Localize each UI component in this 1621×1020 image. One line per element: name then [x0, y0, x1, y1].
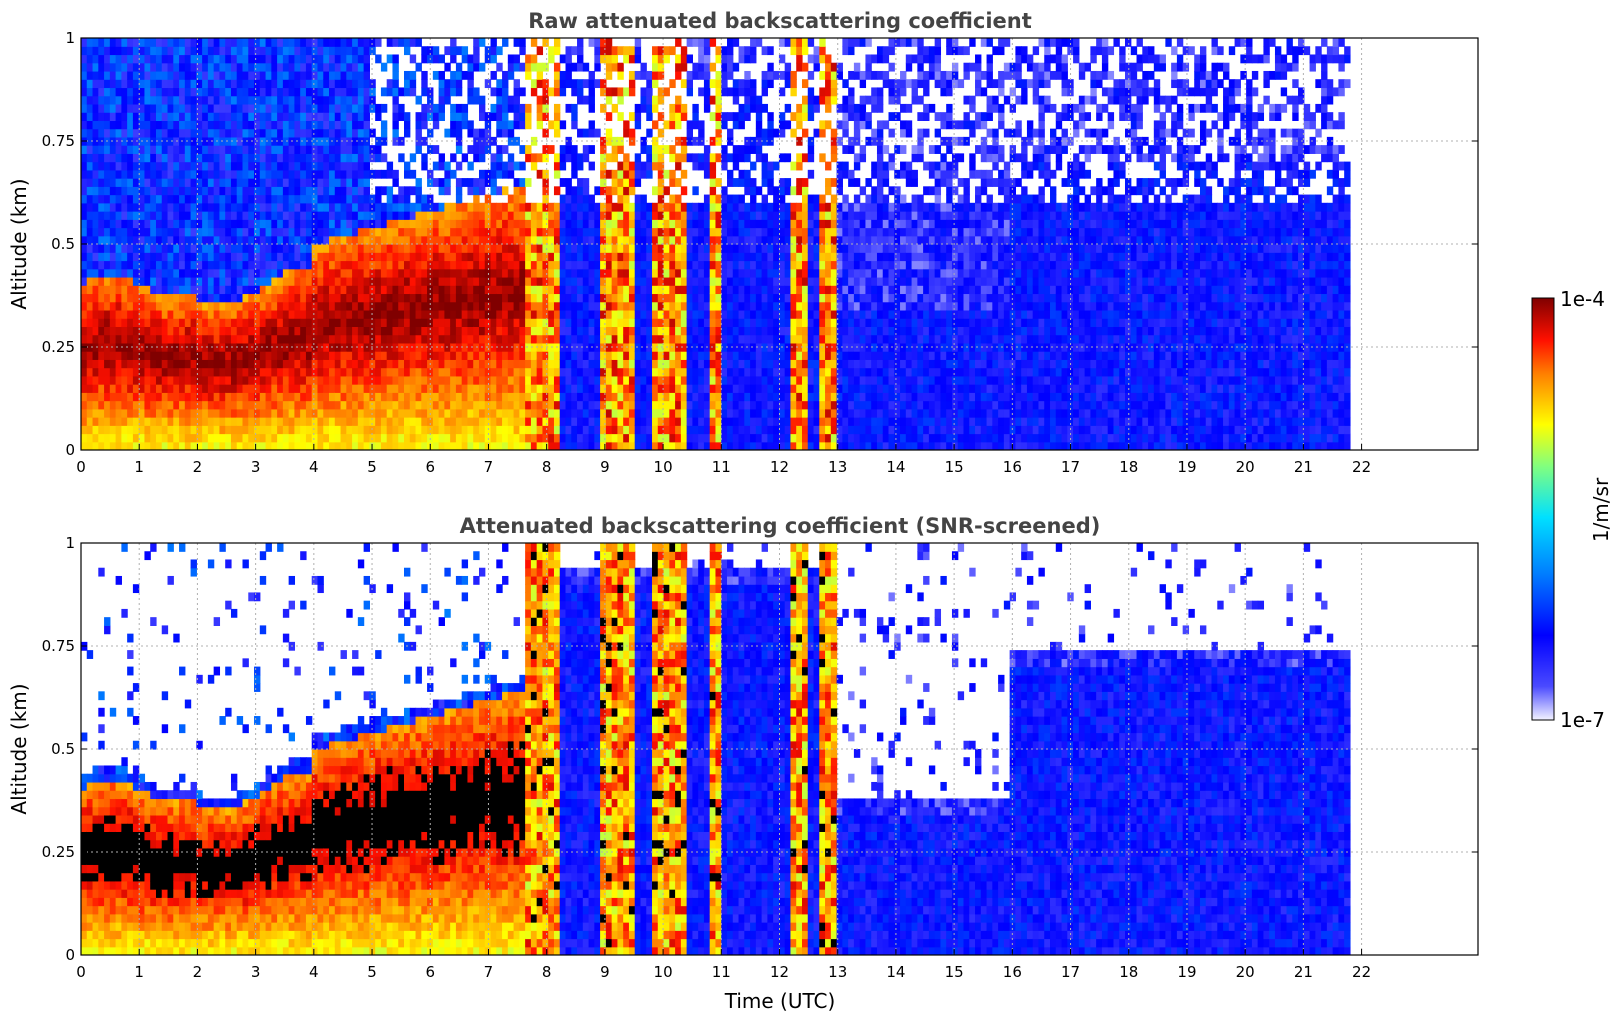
- x-tick-label: 21: [1294, 458, 1313, 476]
- colorbar-gradient: [1531, 297, 1555, 721]
- panel-title-raw: Raw attenuated backscattering coefficien…: [528, 9, 1032, 33]
- x-tick-label: 16: [1003, 458, 1022, 476]
- x-tick-label: 12: [770, 963, 789, 981]
- y-ticks-screened: 0 0.25 0.5 0.75 1: [42, 534, 1478, 964]
- y-tick-label: 1: [65, 534, 75, 552]
- colorbar: 1e-4 1e-7 1/m/sr: [1531, 287, 1613, 732]
- x-tick-label: 10: [654, 458, 673, 476]
- x-tick-label: 13: [828, 458, 847, 476]
- x-tick-label: 17: [1061, 458, 1080, 476]
- x-tick-label: 9: [600, 963, 610, 981]
- x-tick-label: 2: [193, 458, 203, 476]
- y-tick-label: 1: [65, 29, 75, 47]
- x-tick-label: 17: [1061, 963, 1080, 981]
- x-tick-label: 3: [251, 963, 261, 981]
- x-tick-label: 8: [542, 458, 552, 476]
- x-tick-label: 2: [193, 963, 203, 981]
- y-ticks-raw: 0 0.25 0.5 0.75 1: [42, 29, 1478, 459]
- x-tick-label: 3: [251, 458, 261, 476]
- x-tick-label: 5: [367, 963, 377, 981]
- x-axis-label: Time (UTC): [724, 989, 836, 1013]
- x-tick-label: 6: [425, 963, 435, 981]
- x-tick-label: 21: [1294, 963, 1313, 981]
- x-tick-label: 5: [367, 458, 377, 476]
- x-tick-label: 10: [654, 963, 673, 981]
- x-tick-label: 4: [309, 963, 319, 981]
- y-tick-label: 0.5: [51, 235, 75, 253]
- y-tick-label: 0.75: [42, 637, 75, 655]
- x-tick-label: 8: [542, 963, 552, 981]
- y-tick-label: 0: [65, 441, 75, 459]
- grid-screened: [81, 543, 1478, 955]
- colorbar-max-label: 1e-4: [1560, 287, 1605, 311]
- x-tick-label: 19: [1177, 963, 1196, 981]
- x-tick-label: 15: [945, 458, 964, 476]
- x-tick-label: 18: [1119, 963, 1138, 981]
- y-tick-label: 0.25: [42, 338, 75, 356]
- x-tick-label: 20: [1236, 963, 1255, 981]
- x-tick-label: 0: [76, 458, 86, 476]
- x-tick-label: 11: [712, 963, 731, 981]
- y-tick-label: 0.5: [51, 740, 75, 758]
- x-tick-label: 14: [886, 458, 905, 476]
- x-tick-label: 7: [484, 963, 494, 981]
- colorbar-unit-label: 1/m/sr: [1589, 477, 1613, 542]
- x-tick-label: 9: [600, 458, 610, 476]
- x-ticks-raw: 0 1 2 3 4 5 6 7 8 9 10 11 12 13 14 15 16 17 18 19 20 21 22: [76, 444, 1371, 476]
- x-tick-label: 19: [1177, 458, 1196, 476]
- y-tick-label: 0: [65, 946, 75, 964]
- colorbar-min-label: 1e-7: [1560, 708, 1605, 732]
- x-tick-label: 6: [425, 458, 435, 476]
- x-tick-label: 22: [1352, 963, 1371, 981]
- x-tick-label: 18: [1119, 458, 1138, 476]
- x-tick-label: 14: [886, 963, 905, 981]
- x-tick-label: 12: [770, 458, 789, 476]
- x-tick-label: 16: [1003, 963, 1022, 981]
- heatmap-screened: [81, 543, 1351, 955]
- panel-screened: Attenuated backscattering coefficient (S…: [7, 514, 1479, 1013]
- y-axis-label-screened: Altitude (km): [7, 683, 31, 814]
- heatmap-raw: [81, 38, 1351, 450]
- x-tick-label: 4: [309, 458, 319, 476]
- x-tick-label: 1: [134, 963, 144, 981]
- x-tick-label: 15: [945, 963, 964, 981]
- grid-raw: [81, 38, 1478, 450]
- panel-title-screened: Attenuated backscattering coefficient (S…: [460, 514, 1101, 538]
- y-tick-label: 0.25: [42, 843, 75, 861]
- y-tick-label: 0.75: [42, 132, 75, 150]
- x-ticks-screened: 0 1 2 3 4 5 6 7 8 9 10 11 12 13 14 15 16 17 18 19 20 21 22: [76, 949, 1371, 981]
- panel-raw: Raw attenuated backscattering coefficien…: [7, 9, 1479, 476]
- x-tick-label: 0: [76, 963, 86, 981]
- x-tick-label: 22: [1352, 458, 1371, 476]
- x-tick-label: 11: [712, 458, 731, 476]
- x-tick-label: 13: [828, 963, 847, 981]
- y-axis-label-raw: Altitude (km): [7, 178, 31, 309]
- x-tick-label: 7: [484, 458, 494, 476]
- x-tick-label: 20: [1236, 458, 1255, 476]
- x-tick-label: 1: [134, 458, 144, 476]
